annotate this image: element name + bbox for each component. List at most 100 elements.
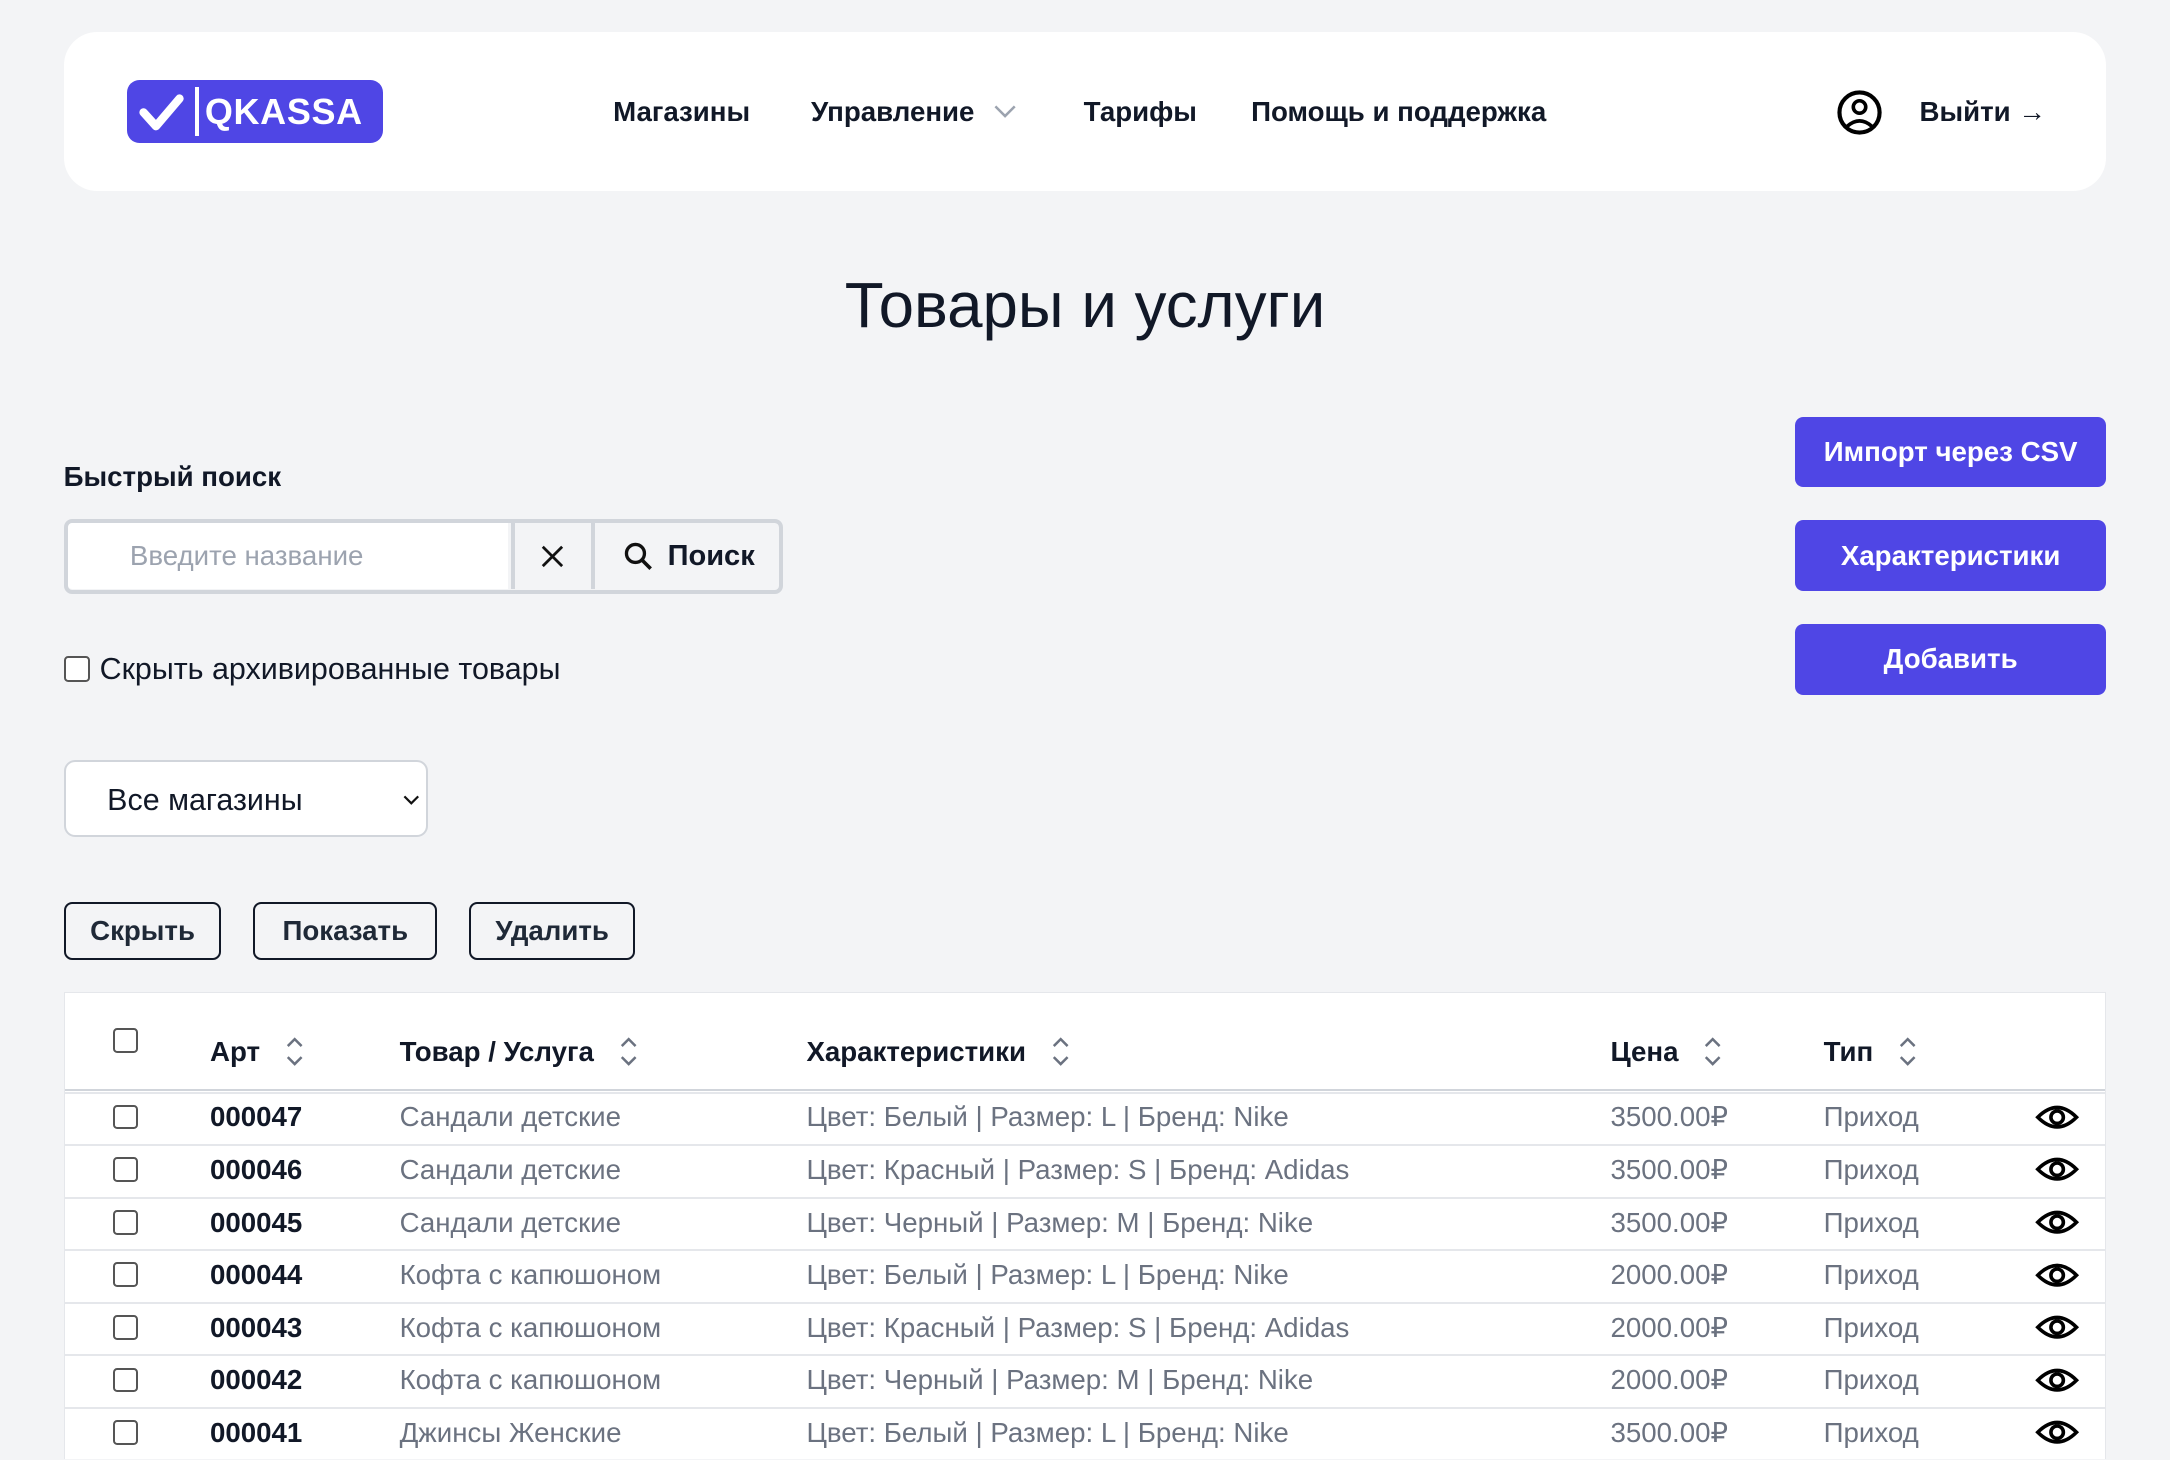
type-cell: Приход	[1823, 1154, 1919, 1186]
nav-management[interactable]: Управление	[811, 95, 1016, 128]
hide-button[interactable]: Скрыть	[63, 902, 222, 961]
article-cell: 000045	[209, 1206, 303, 1238]
nav-management-label: Управление	[810, 96, 975, 128]
clear-search-button[interactable]	[510, 522, 595, 590]
article-cell: 000043	[209, 1311, 303, 1343]
price-cell: 3500.00₽	[1610, 1154, 1729, 1186]
type-cell: Приход	[1823, 1364, 1919, 1396]
column-header-label: Арт	[209, 1035, 261, 1067]
row-checkbox[interactable]	[113, 1209, 138, 1235]
page-title: Товары и услуги	[844, 270, 1326, 342]
store-select[interactable]: Все магазины	[63, 759, 428, 838]
eye-icon[interactable]	[2035, 1102, 2080, 1132]
row-checkbox[interactable]	[113, 1314, 138, 1340]
view-button[interactable]	[2035, 1365, 2080, 1401]
row-checkbox[interactable]	[113, 1157, 138, 1183]
user-account-icon[interactable]	[1836, 89, 1883, 136]
product-name-cell: Сандали детские	[399, 1154, 622, 1186]
article-cell: 000041	[209, 1416, 303, 1448]
article-cell: 000044	[209, 1259, 303, 1291]
column-header[interactable]: Цена	[1611, 1035, 1723, 1068]
type-cell: Приход	[1823, 1416, 1919, 1448]
row-checkbox[interactable]	[113, 1420, 138, 1446]
eye-icon[interactable]	[2035, 1260, 2080, 1290]
characteristics-button[interactable]: Характеристики	[1794, 520, 2107, 591]
characteristics-cell: Цвет: Черный | Размер: M | Бренд: Nike	[806, 1364, 1314, 1396]
eye-icon[interactable]	[2035, 1417, 2080, 1447]
table-row[interactable]: 000041 Джинсы Женские Цвет: Белый | Размер…	[64, 1407, 2105, 1460]
price-cell: 2000.00₽	[1610, 1311, 1729, 1343]
delete-button[interactable]: Удалить	[469, 902, 636, 961]
product-name-cell: Сандали детские	[399, 1101, 622, 1133]
view-button[interactable]	[2035, 1154, 2080, 1190]
product-name-cell: Кофта с капюшоном	[399, 1364, 662, 1396]
view-button[interactable]	[2035, 1260, 2080, 1296]
nav-tariffs[interactable]: Тарифы	[1083, 96, 1197, 128]
logout-link[interactable]: Выйти →	[1919, 96, 2046, 128]
table-row[interactable]: 000043 Кофта с капюшоном Цвет: Красный | Р…	[64, 1301, 2105, 1355]
eye-icon[interactable]	[2035, 1365, 2080, 1395]
table-row[interactable]: 000044 Кофта с капюшоном Цвет: Белый | Раз…	[64, 1249, 2105, 1302]
hide-archived-toggle[interactable]: Скрыть архивированные товары	[63, 652, 560, 687]
column-header-label: Товар / Услуга	[399, 1035, 594, 1067]
sort-icon[interactable]	[285, 1035, 304, 1068]
characteristics-cell: Цвет: Красный | Размер: S | Бренд: Adida…	[806, 1311, 1350, 1343]
sort-icon[interactable]	[1898, 1035, 1917, 1068]
eye-icon[interactable]	[2035, 1207, 2080, 1237]
price-cell: 2000.00₽	[1610, 1364, 1729, 1396]
view-button[interactable]	[2035, 1312, 2080, 1348]
show-button[interactable]: Показать	[253, 902, 438, 961]
search-icon	[625, 542, 653, 570]
hide-archived-checkbox[interactable]	[63, 656, 90, 683]
column-header[interactable]: Характеристики	[806, 1035, 1070, 1068]
characteristics-cell: Цвет: Белый | Размер: L | Бренд: Nike	[806, 1101, 1289, 1133]
column-header[interactable]: Товар / Услуга	[400, 1035, 639, 1068]
chevron-down-icon	[403, 795, 420, 805]
logo-text: QKASSA	[204, 91, 363, 133]
qkassa-logo[interactable]: QKASSA	[127, 80, 384, 143]
characteristics-cell: Цвет: Белый | Размер: L | Бренд: Nike	[806, 1416, 1289, 1448]
products-table: Арт Товар / Услуга Характеристики Цена Тип 0…	[63, 992, 2107, 1460]
nav-help[interactable]: Помощь и поддержка	[1251, 96, 1547, 128]
table-row[interactable]: 000045 Сандали детские Цвет: Черный | Разм…	[64, 1196, 2105, 1250]
row-checkbox[interactable]	[113, 1104, 138, 1130]
column-header-label: Характеристики	[806, 1035, 1026, 1067]
search-input[interactable]	[67, 522, 508, 590]
search-group: Поиск	[63, 518, 784, 594]
price-cell: 3500.00₽	[1610, 1206, 1729, 1238]
eye-icon[interactable]	[2035, 1312, 2080, 1342]
header-divider	[64, 1088, 2105, 1092]
row-checkbox[interactable]	[113, 1262, 138, 1288]
view-button[interactable]	[2035, 1207, 2080, 1243]
characteristics-cell: Цвет: Красный | Размер: S | Бренд: Adida…	[806, 1154, 1350, 1186]
nav-stores[interactable]: Магазины	[613, 96, 751, 128]
sort-icon[interactable]	[1703, 1035, 1722, 1068]
article-cell: 000047	[209, 1101, 303, 1133]
search-button[interactable]: Поиск	[599, 523, 779, 589]
characteristics-cell: Цвет: Белый | Размер: L | Бренд: Nike	[806, 1259, 1289, 1291]
view-button[interactable]	[2035, 1417, 2080, 1453]
type-cell: Приход	[1823, 1311, 1919, 1343]
column-header[interactable]: Тип	[1824, 1035, 1918, 1068]
sort-icon[interactable]	[1051, 1035, 1070, 1068]
close-icon	[542, 545, 564, 567]
column-header[interactable]: Арт	[210, 1035, 304, 1068]
add-button[interactable]: Добавить	[1794, 624, 2107, 695]
table-row[interactable]: 000047 Сандали детские Цвет: Белый | Разме…	[64, 1091, 2105, 1145]
type-cell: Приход	[1823, 1101, 1919, 1133]
chevron-down-icon	[994, 105, 1016, 118]
eye-icon[interactable]	[2035, 1154, 2080, 1184]
view-button[interactable]	[2035, 1102, 2080, 1138]
select-all-checkbox[interactable]	[113, 1027, 138, 1053]
product-name-cell: Сандали детские	[399, 1206, 622, 1238]
row-checkbox[interactable]	[113, 1367, 138, 1393]
column-header-label: Тип	[1823, 1035, 1874, 1067]
sort-icon[interactable]	[619, 1035, 638, 1068]
column-header-label: Цена	[1610, 1035, 1679, 1067]
store-select-value: Все магазины	[107, 782, 303, 817]
table-row[interactable]: 000046 Сандали детские Цвет: Красный | Раз…	[64, 1144, 2105, 1197]
import-csv-button[interactable]: Импорт через CSV	[1794, 416, 2107, 488]
table-row[interactable]: 000042 Кофта с капюшоном Цвет: Черный | Ра…	[64, 1354, 2105, 1407]
article-cell: 000046	[209, 1154, 303, 1186]
quick-search-label: Быстрый поиск	[63, 460, 282, 492]
